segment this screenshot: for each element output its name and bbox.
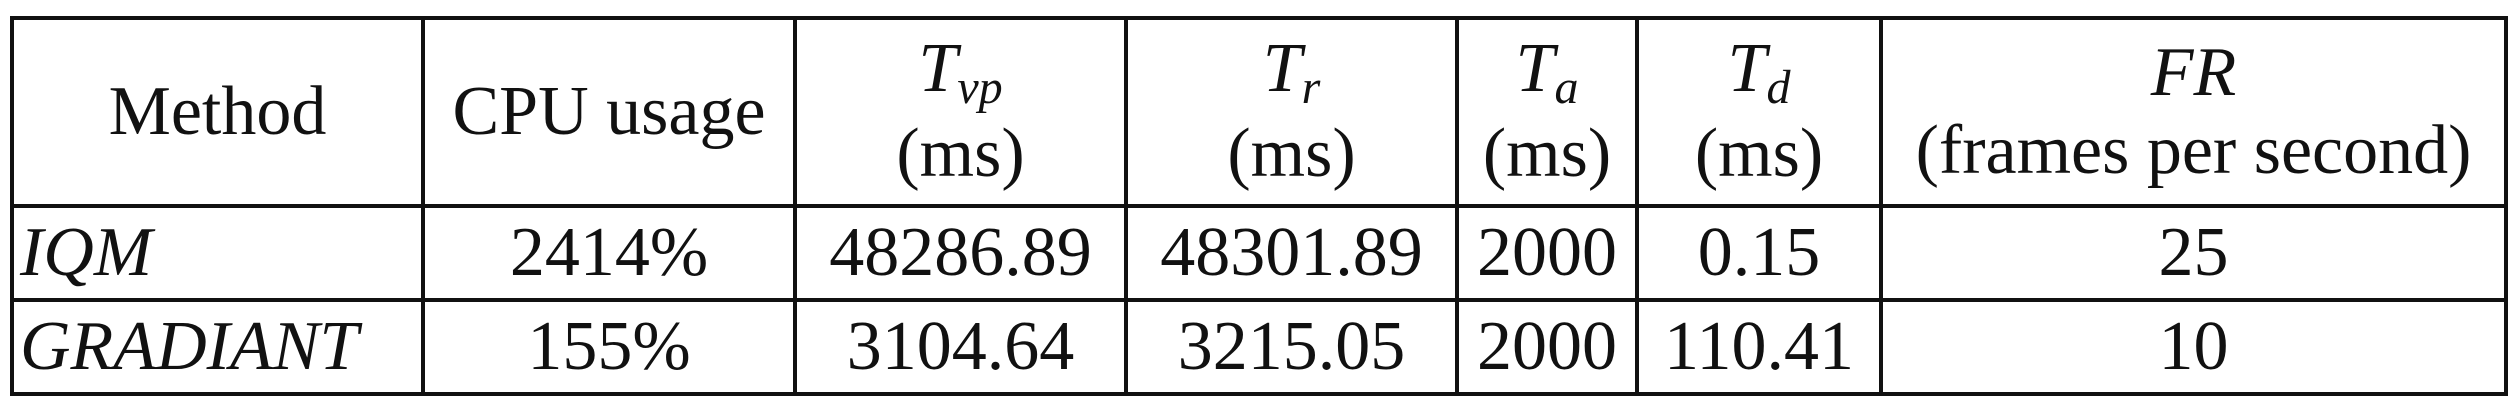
header-ta-symbol: Ta (1515, 30, 1579, 115)
header-tvp: Tvp (ms) (793, 16, 1128, 208)
cell-tr: 3215.05 (1124, 298, 1459, 396)
cell-cpu-usage: 155% (421, 298, 797, 396)
results-table: Method CPU usage Tvp (ms) Tr (ms) Ta (ms… (10, 16, 2508, 396)
cell-fr: 10 (1879, 298, 2508, 396)
header-td: Td (ms) (1635, 16, 1883, 208)
header-ta: Ta (ms) (1455, 16, 1639, 208)
header-tvp-symbol: Tvp (918, 30, 1003, 115)
header-cpu-usage: CPU usage (421, 16, 797, 208)
cell-fr: 25 (1879, 204, 2508, 302)
table-row: GRADIANT 155% 3104.64 3215.05 2000 110.4… (10, 298, 2508, 396)
header-ta-unit: (ms) (1482, 115, 1612, 193)
cell-td: 110.41 (1635, 298, 1883, 396)
header-tr-symbol: Tr (1262, 30, 1321, 115)
cell-tvp: 48286.89 (793, 204, 1128, 302)
header-fr-symbol: FR (2150, 33, 2237, 111)
header-fr-unit: (frames per second) (1915, 112, 2472, 189)
header-td-symbol: Td (1727, 30, 1791, 115)
cell-tvp: 3104.64 (793, 298, 1128, 396)
cell-cpu-usage: 2414% (421, 204, 797, 302)
cell-tr: 48301.89 (1124, 204, 1459, 302)
header-td-unit: (ms) (1694, 115, 1824, 193)
cell-ta: 2000 (1455, 298, 1639, 396)
cell-td: 0.15 (1635, 204, 1883, 302)
header-fr: FR (frames per second) (1879, 16, 2508, 208)
header-tvp-unit: (ms) (896, 115, 1025, 193)
cell-method: IQM (10, 204, 425, 302)
header-method: Method (10, 16, 425, 208)
header-tr: Tr (ms) (1124, 16, 1459, 208)
cell-ta: 2000 (1455, 204, 1639, 302)
cell-method: GRADIANT (10, 298, 425, 396)
header-tr-unit: (ms) (1227, 115, 1356, 193)
header-row: Method CPU usage Tvp (ms) Tr (ms) Ta (ms… (10, 16, 2508, 208)
table-row: IQM 2414% 48286.89 48301.89 2000 0.15 25 (10, 204, 2508, 302)
